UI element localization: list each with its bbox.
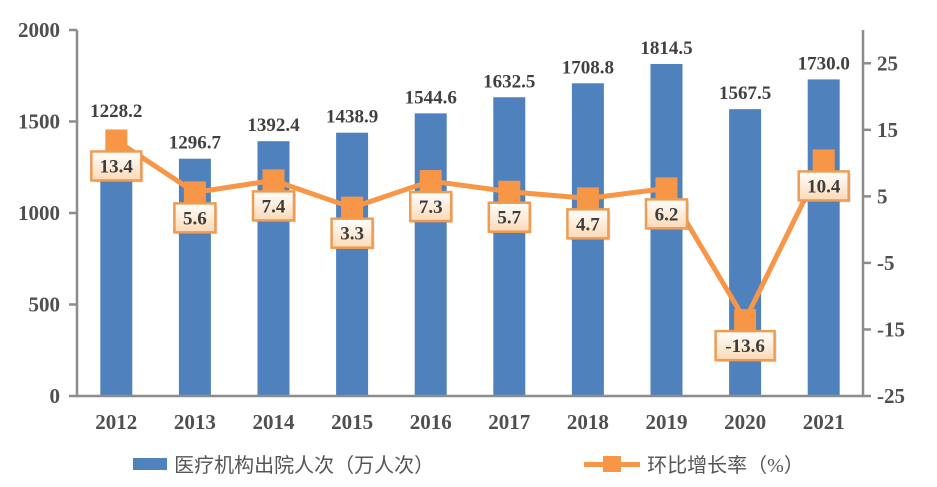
line-series-swatch-icon bbox=[584, 455, 641, 473]
bar-2015 bbox=[336, 132, 369, 396]
x-label-2016: 2016 bbox=[410, 410, 452, 434]
svg-text:1500: 1500 bbox=[18, 110, 60, 134]
svg-text:15: 15 bbox=[877, 118, 898, 142]
svg-text:6.2: 6.2 bbox=[655, 204, 679, 225]
line-marker-2014 bbox=[262, 169, 285, 192]
svg-text:1730.0: 1730.0 bbox=[798, 53, 850, 74]
svg-text:5.6: 5.6 bbox=[183, 208, 207, 229]
svg-text:10.4: 10.4 bbox=[807, 176, 841, 197]
svg-text:1814.5: 1814.5 bbox=[640, 38, 692, 59]
line-marker-2012 bbox=[105, 129, 128, 152]
line-marker-2020 bbox=[734, 309, 757, 332]
line-marker-2017 bbox=[498, 180, 521, 203]
line-marker-2021 bbox=[812, 149, 835, 172]
svg-text:-25: -25 bbox=[877, 384, 905, 408]
svg-text:25: 25 bbox=[877, 51, 898, 75]
svg-text:-15: -15 bbox=[877, 317, 905, 341]
x-label-2020: 2020 bbox=[724, 410, 766, 434]
svg-text:-13.6: -13.6 bbox=[725, 336, 765, 357]
bar-series-label: 医疗机构出院人次（万人次） bbox=[174, 455, 435, 477]
svg-text:1708.8: 1708.8 bbox=[562, 57, 614, 78]
line-marker-2015 bbox=[341, 196, 364, 219]
svg-text:1296.7: 1296.7 bbox=[169, 133, 222, 154]
svg-text:1392.4: 1392.4 bbox=[247, 115, 300, 136]
svg-text:4.7: 4.7 bbox=[576, 214, 600, 235]
svg-text:1438.9: 1438.9 bbox=[326, 107, 378, 128]
combo-chart: 0 500 1000 1500 2000 -25 -15 -5 5 15 25 13.4 5.6 7.4… bbox=[18, 18, 905, 434]
svg-text:1544.6: 1544.6 bbox=[405, 87, 457, 108]
legend-item-line: 环比增长率（%） bbox=[584, 449, 804, 478]
x-label-2021: 2021 bbox=[803, 410, 845, 434]
line-marker-2013 bbox=[183, 181, 206, 204]
bar-2019 bbox=[650, 63, 683, 396]
bar-value-labels: 1228.2 1296.7 1392.4 1438.9 1544.6 1632.5 1708… bbox=[90, 38, 850, 154]
axes: 0 500 1000 1500 2000 -25 -15 -5 5 15 25 bbox=[18, 18, 905, 408]
svg-text:-5: -5 bbox=[877, 251, 895, 275]
svg-text:7.3: 7.3 bbox=[419, 197, 443, 218]
svg-text:1632.5: 1632.5 bbox=[483, 71, 535, 92]
x-axis-labels: 2012 2013 2014 2015 2016 2017 2018 2019 2020 2021 bbox=[95, 410, 844, 434]
line-marker-2016 bbox=[419, 170, 442, 193]
svg-text:5: 5 bbox=[877, 184, 888, 208]
x-label-2014: 2014 bbox=[253, 410, 296, 434]
bar-2016 bbox=[414, 113, 447, 397]
svg-text:1228.2: 1228.2 bbox=[90, 101, 142, 122]
bar-2021 bbox=[807, 79, 840, 396]
svg-text:0: 0 bbox=[50, 384, 61, 408]
x-label-2012: 2012 bbox=[95, 410, 137, 434]
line-series-label: 环比增长率（%） bbox=[647, 455, 804, 477]
line-marker-2018 bbox=[576, 187, 599, 210]
bar-2017 bbox=[493, 97, 526, 396]
svg-text:1000: 1000 bbox=[18, 201, 60, 225]
line-marker-2019 bbox=[655, 177, 678, 200]
svg-text:2000: 2000 bbox=[18, 18, 60, 42]
svg-text:7.4: 7.4 bbox=[262, 196, 286, 217]
bar-2018 bbox=[571, 83, 604, 396]
svg-text:3.3: 3.3 bbox=[340, 224, 364, 245]
svg-text:13.4: 13.4 bbox=[100, 156, 134, 177]
legend-item-bar: 医疗机构出院人次（万人次） bbox=[133, 449, 434, 478]
svg-text:500: 500 bbox=[29, 293, 61, 317]
x-label-2019: 2019 bbox=[646, 410, 688, 434]
x-label-2013: 2013 bbox=[174, 410, 216, 434]
x-label-2018: 2018 bbox=[567, 410, 609, 434]
line-value-labels: 13.4 5.6 7.4 3.3 7.3 5.7 4.7 6.2 -13.6 10.4 bbox=[90, 150, 851, 363]
bar-series-swatch-icon bbox=[133, 457, 168, 470]
svg-text:1567.5: 1567.5 bbox=[719, 83, 771, 104]
x-label-2017: 2017 bbox=[488, 410, 530, 434]
line-series bbox=[105, 129, 835, 332]
x-label-2015: 2015 bbox=[331, 410, 373, 434]
svg-text:5.7: 5.7 bbox=[497, 208, 521, 229]
bar-2012 bbox=[100, 171, 133, 396]
legend: 医疗机构出院人次（万人次） 环比增长率（%） bbox=[0, 449, 937, 478]
